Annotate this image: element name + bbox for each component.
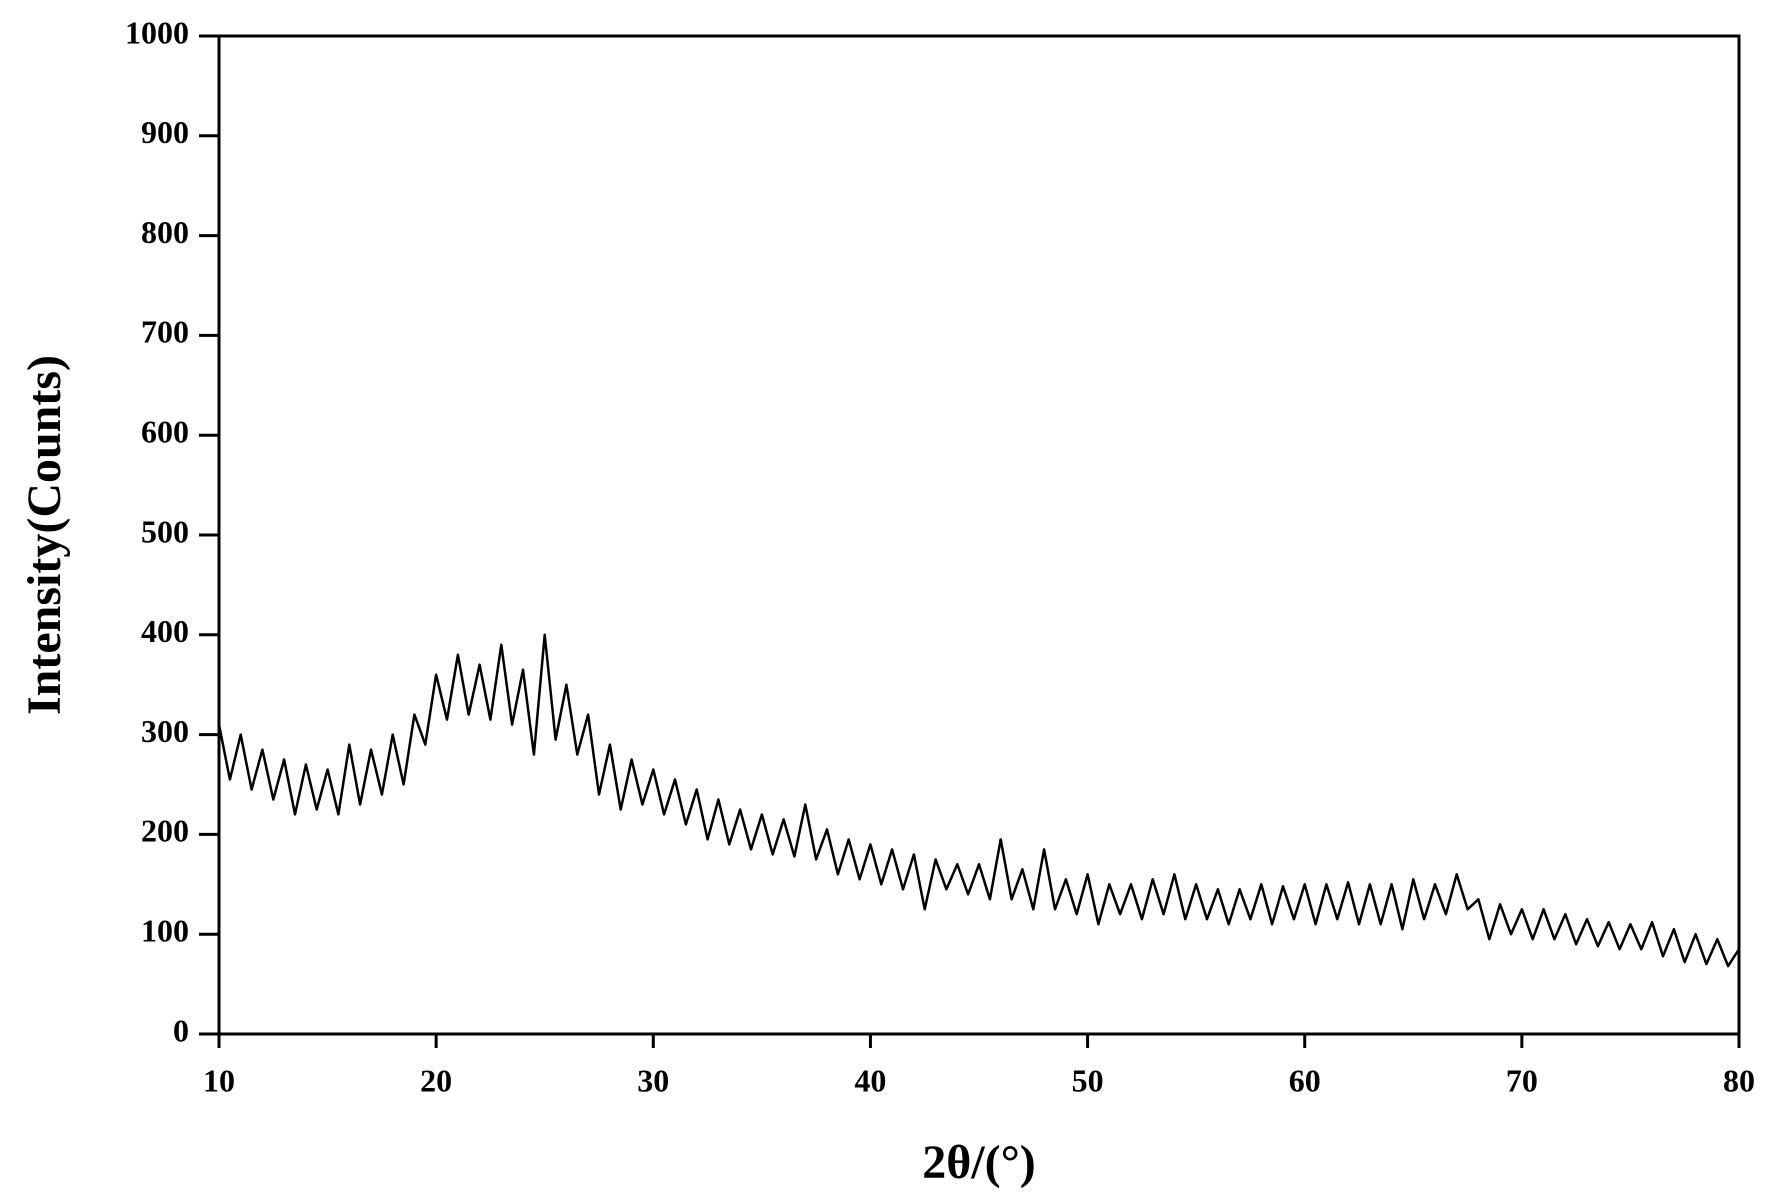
x-tick-label: 30 (637, 1062, 669, 1098)
x-tick-label: 80 (1723, 1062, 1755, 1098)
y-tick-label: 800 (141, 214, 189, 250)
y-tick-label: 900 (141, 114, 189, 150)
x-tick-label: 70 (1506, 1062, 1538, 1098)
x-tick-label: 60 (1289, 1062, 1321, 1098)
y-tick-label: 600 (141, 414, 189, 450)
y-tick-label: 200 (141, 813, 189, 849)
y-axis-title: Intensity(Counts) (18, 355, 71, 715)
x-tick-label: 10 (203, 1062, 235, 1098)
x-tick-label: 20 (420, 1062, 452, 1098)
y-tick-label: 500 (141, 513, 189, 549)
y-tick-label: 100 (141, 913, 189, 949)
x-tick-label: 50 (1072, 1062, 1104, 1098)
y-tick-label: 400 (141, 613, 189, 649)
y-tick-label: 0 (173, 1012, 189, 1048)
y-tick-label: 1000 (125, 14, 189, 50)
x-axis-title: 2θ/(°) (922, 1136, 1036, 1189)
y-tick-label: 700 (141, 314, 189, 350)
x-tick-label: 40 (854, 1062, 886, 1098)
y-tick-label: 300 (141, 713, 189, 749)
plot-frame (217, 34, 1741, 1036)
data-line (217, 633, 1741, 968)
